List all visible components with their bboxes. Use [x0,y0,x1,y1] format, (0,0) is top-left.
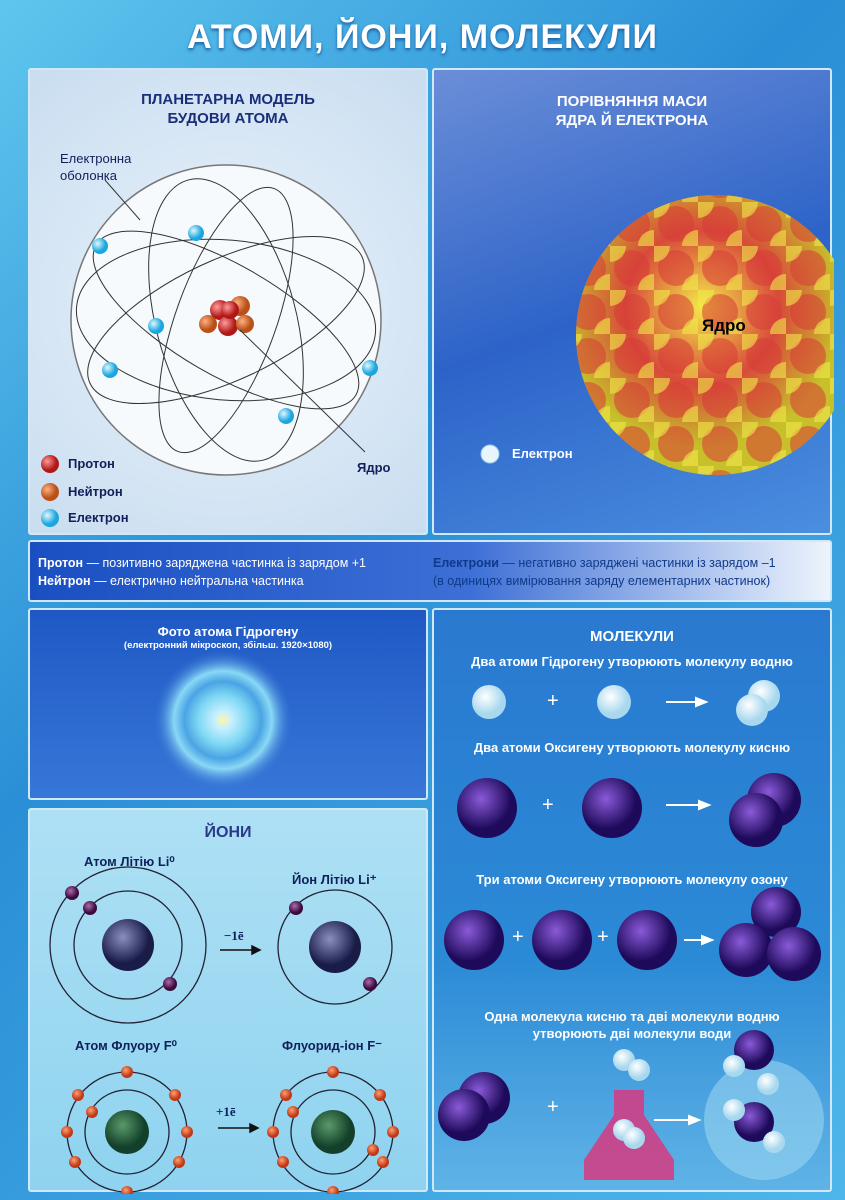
nucleus-label: Ядро [702,316,746,335]
lose-electron-label: −1ē [224,928,244,943]
reaction-arrows [654,696,715,1126]
hydrogen-atom-photo [153,650,293,790]
mass-comparison-panel: ПОРІВНЯННЯ МАСИ ЯДРА Й ЕЛЕКТРОНА Ядро Ел… [432,68,834,535]
definitions-right: Електрони — негативно заряджені частинки… [433,554,776,590]
fluorine-electrons [61,1066,399,1194]
electron-dot [480,444,500,464]
plus-sign: + [597,926,609,948]
legend-proton: Протон [68,456,115,471]
proton-term: Протон [38,556,84,570]
electron-term: Електрони [433,556,499,570]
electron-definition: — негативно заряджені частинки із зарядо… [498,556,776,570]
caption-line: утворюють дві молекули води [532,1026,732,1041]
hydrogen-caption: Два атоми Гідрогену утворюють молекулу в… [471,654,793,669]
gain-electron-label: +1ē [216,1104,236,1119]
plus-sign: + [512,926,524,948]
proton-legend-icon [41,455,59,473]
legend-neutron: Нейтрон [68,484,123,499]
ions-title: ЙОНИ [204,824,252,841]
fluoride-ion-label: Флуорид-іон F⁻ [282,1038,383,1053]
lithium-ion-label: Йон Літію Li⁺ [292,872,377,887]
molecules-panel: МОЛЕКУЛИ Два атоми Гідрогену утворюють м… [432,608,832,1192]
planetary-model-panel: ПЛАНЕТАРНА МОДЕЛЬ БУДОВИ АТОМА [28,68,428,535]
poster-title: АТОМИ, ЙОНИ, МОЛЕКУЛИ [187,18,658,56]
title-line: БУДОВИ АТОМА [167,110,289,127]
water-caption: Одна молекула кисню та дві молекули водн… [434,1008,830,1042]
nucleus-illustration [480,195,834,475]
atom-diagram [41,164,382,527]
lithium-atom-label: Атом Літію Li⁰ [84,854,175,869]
hydrogen-reaction [472,680,780,726]
electron-legend-icon [41,509,59,527]
title-line: ЯДРА Й ЕЛЕКТРОНА [555,112,709,129]
hydrogen-photo-panel: Фото атома Гідрогену (електронний мікрос… [28,608,428,800]
caption-line: Одна молекула кисню та дві молекули водн… [484,1009,780,1024]
fluoride-nucleus [311,1110,355,1154]
legend-electron: Електрон [68,510,129,525]
definitions-strip: Протон — позитивно заряджена частинка із… [28,540,832,602]
photo-title: Фото атома Гідрогену [157,624,299,639]
nucleus [199,296,254,336]
photo-subtitle: (електронний мікроскоп, збільш. 1920×108… [123,640,333,651]
neutron-legend-icon [41,483,59,501]
lithium-electrons [65,886,377,991]
ozone-reaction [444,887,821,981]
nucleus-label: Ядро [357,460,391,475]
neutron-term: Нейтрон [38,574,91,588]
fluorine-nucleus [105,1110,149,1154]
water-reaction [438,1030,824,1180]
neutron-definition: — електрично нейтральна частинка [90,574,304,588]
planetary-model-title: ПЛАНЕТАРНА МОДЕЛЬ БУДОВИ АТОМА [30,90,426,128]
label-line: оболонка [60,168,117,183]
shell-label: Електронна оболонка [60,150,131,184]
fluorine-atom-label: Атом Флуору F⁰ [75,1038,177,1053]
oxygen-reaction [457,773,801,847]
ions-diagram [49,866,399,1194]
title-line: ПОРІВНЯННЯ МАСИ [556,93,708,110]
ozone-caption: Три атоми Оксигену утворюють молекулу оз… [476,872,788,887]
units-note: (в одиницях вимірювання заряду елементар… [433,574,771,588]
plus-sign: + [547,690,559,712]
oxygen-caption: Два атоми Оксигену утворюють молекулу ки… [473,740,791,755]
plus-sign: + [547,1096,559,1118]
lithium-nucleus [102,919,154,971]
molecules-title: МОЛЕКУЛИ [590,628,674,645]
molecules-diagram [438,680,824,1180]
electron-label: Електрон [512,446,573,461]
mass-comparison-title: ПОРІВНЯННЯ МАСИ ЯДРА Й ЕЛЕКТРОНА [434,92,830,130]
electrons [92,225,378,424]
title-line: ПЛАНЕТАРНА МОДЕЛЬ [141,91,315,108]
definitions-left: Протон — позитивно заряджена частинка із… [38,554,366,590]
label-line: Електронна [60,151,132,166]
proton-definition: — позитивно заряджена частинка із зарядо… [83,556,367,570]
ions-panel: ЙОНИ Атом [28,808,428,1194]
plus-sign: + [542,794,554,816]
lithium-ion-nucleus [309,921,361,973]
